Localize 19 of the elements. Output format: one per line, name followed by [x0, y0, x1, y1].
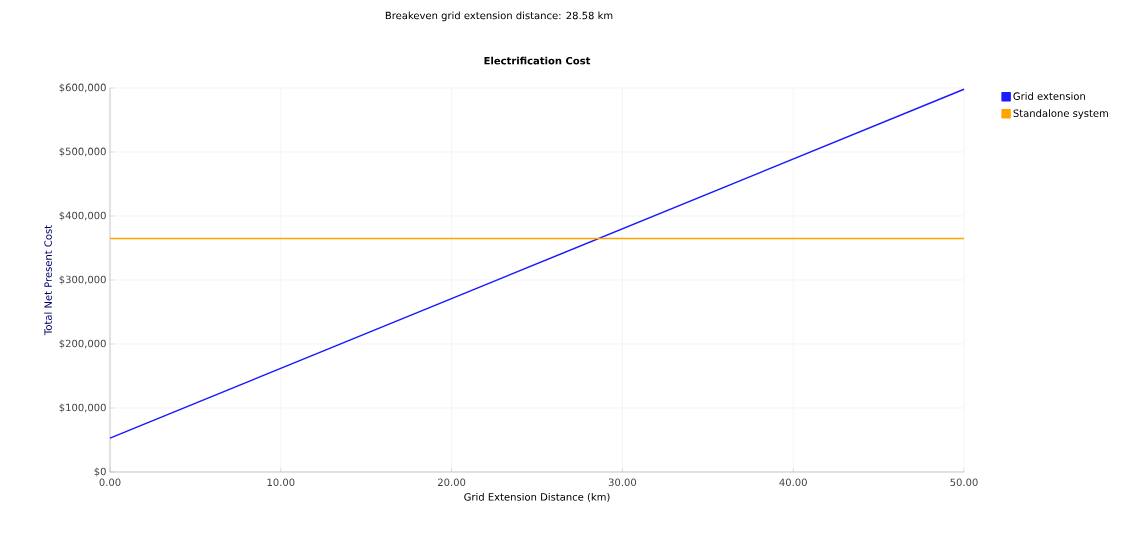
y-tick-label: $100,000 — [59, 403, 106, 413]
y-tick-label: $500,000 — [59, 147, 106, 157]
y-tick-label: $600,000 — [59, 83, 106, 93]
y-tick-label: $400,000 — [59, 211, 106, 221]
x-tick-label: 50.00 — [950, 478, 978, 487]
x-tick-label: 20.00 — [438, 478, 466, 487]
text: Breakeven grid extension distance: 28.58 km — [385, 11, 613, 22]
x-tick-label: 0.00 — [99, 478, 121, 487]
legend-label: Standalone system — [1013, 109, 1108, 119]
y-tick-label: $200,000 — [59, 339, 106, 349]
x-tick-label: 40.00 — [779, 478, 807, 487]
x-tick-label: 10.00 — [267, 478, 295, 487]
y-tick-label: $0 — [94, 467, 106, 477]
x-tick-label: 30.00 — [608, 478, 637, 487]
y-tick-label: $300,000 — [59, 275, 106, 285]
chart-title: Electrification Cost — [484, 56, 591, 65]
x-axis-title: Grid Extension Distance (km) — [464, 492, 610, 502]
y-axis-title: Total Net Present Cost — [44, 225, 52, 336]
legend-label: Grid extension — [1013, 92, 1085, 100]
